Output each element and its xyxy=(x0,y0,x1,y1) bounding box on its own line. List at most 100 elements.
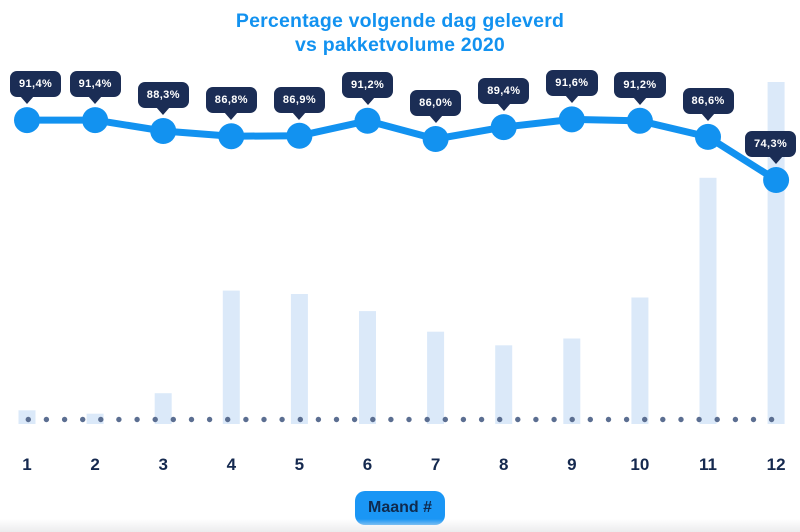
baseline-dot xyxy=(442,416,448,423)
data-label-badge-month-4: 86,8% xyxy=(205,87,257,121)
bottom-fade-strip xyxy=(0,519,800,532)
delivery-percentage-line xyxy=(23,115,780,184)
data-point-marker-month-10 xyxy=(626,107,653,134)
volume-bar-month-4 xyxy=(222,290,240,424)
x-axis-label-month-1: 1 xyxy=(22,455,32,474)
baseline-dot xyxy=(225,416,231,423)
baseline-dot xyxy=(551,416,557,423)
baseline-dot xyxy=(25,416,31,423)
baseline-dot xyxy=(569,416,575,423)
data-point-marker-month-11 xyxy=(695,123,721,150)
volume-bar-month-3 xyxy=(154,393,172,424)
chart-title-line2: vs pakketvolume 2020 xyxy=(295,34,505,56)
dotted-baseline xyxy=(25,416,775,423)
volume-bar-month-8 xyxy=(495,345,513,424)
volume-bar-month-5 xyxy=(290,294,308,424)
data-label-badge-month-6: 91,2% xyxy=(342,71,394,105)
baseline-dot xyxy=(696,416,702,423)
baseline-dot xyxy=(587,416,593,423)
baseline-dot xyxy=(170,416,176,423)
volume-bar-month-7 xyxy=(427,331,445,424)
baseline-dot xyxy=(497,416,503,423)
baseline-dot xyxy=(333,416,340,423)
baseline-dot xyxy=(623,416,630,423)
baseline-dot xyxy=(714,416,720,423)
baseline-dot xyxy=(678,416,684,423)
data-point-marker-month-1 xyxy=(14,107,40,134)
volume-bar-month-9 xyxy=(563,338,581,424)
badge-pointer xyxy=(224,112,239,121)
baseline-dot xyxy=(261,416,267,423)
volume-bar-month-6 xyxy=(359,311,376,424)
data-point-marker-month-2 xyxy=(82,107,109,134)
data-point-marker-month-8 xyxy=(490,114,517,141)
baseline-dot xyxy=(370,416,376,423)
badge-pointer xyxy=(769,155,784,164)
x-axis-label-month-9: 9 xyxy=(567,455,577,474)
baseline-dot xyxy=(152,416,158,423)
baseline-dot xyxy=(732,416,739,423)
baseline-dot xyxy=(660,416,666,423)
baseline-dot xyxy=(116,416,122,423)
x-axis-label-month-10: 10 xyxy=(630,455,650,474)
badge-pointer xyxy=(632,96,647,105)
volume-bar-month-2 xyxy=(86,413,104,424)
volume-bar-month-12 xyxy=(767,82,785,424)
data-label-badge-month-5: 86,9% xyxy=(273,86,326,120)
data-point-marker-month-4 xyxy=(218,123,245,150)
baseline-dot xyxy=(750,416,757,423)
x-axis-label-month-12: 12 xyxy=(766,455,786,474)
data-point-marker-month-5 xyxy=(286,122,313,149)
baseline-dot xyxy=(188,416,195,423)
baseline-dot xyxy=(134,416,140,423)
baseline-dot xyxy=(80,416,86,423)
badge-pointer xyxy=(360,96,375,105)
baseline-dot xyxy=(43,416,50,423)
baseline-dot xyxy=(533,416,539,423)
x-axis-label-month-2: 2 xyxy=(90,455,100,474)
baseline-dot xyxy=(424,416,430,423)
badge-pointer xyxy=(428,115,443,123)
data-label-badge-month-11: 86,6% xyxy=(682,87,734,121)
baseline-dot xyxy=(351,416,358,423)
baseline-dot xyxy=(61,416,68,423)
data-label-badge-month-9: 91,6% xyxy=(546,70,598,104)
baseline-dot xyxy=(98,416,104,423)
badge-pointer xyxy=(496,103,511,112)
x-axis-label-month-8: 8 xyxy=(498,455,509,474)
baseline-dot xyxy=(243,416,249,423)
baseline-dot xyxy=(388,416,394,423)
badge-pointer xyxy=(564,95,579,104)
baseline-dot xyxy=(315,416,322,423)
baseline-dot xyxy=(605,416,612,423)
baseline-dot xyxy=(478,416,485,423)
baseline-dot xyxy=(515,416,521,423)
x-axis-label-month-4: 4 xyxy=(226,455,237,474)
data-point-marker-month-9 xyxy=(558,106,585,133)
baseline-dot xyxy=(279,416,285,423)
chart-title: Percentage volgende dag geleverd vs pakk… xyxy=(0,9,800,57)
badge-pointer xyxy=(20,96,34,105)
x-axis-label-month-11: 11 xyxy=(699,455,717,474)
line-point-markers xyxy=(14,106,790,193)
data-point-marker-month-3 xyxy=(150,118,177,144)
badge-pointer xyxy=(701,112,715,121)
volume-bars xyxy=(18,82,785,424)
data-point-marker-month-12 xyxy=(763,167,790,193)
x-axis-label-month-7: 7 xyxy=(430,455,441,474)
baseline-dot xyxy=(297,416,303,423)
volume-bar-month-11 xyxy=(699,177,717,424)
badge-pointer xyxy=(88,96,103,105)
x-axis-label-month-5: 5 xyxy=(294,455,305,474)
volume-bar-month-10 xyxy=(631,297,649,424)
chart-title-line1: Percentage volgende dag geleverd xyxy=(235,10,565,32)
data-label-badge-month-10: 91,2% xyxy=(614,71,666,105)
data-label-badge-month-12: 74,3% xyxy=(745,130,797,164)
badge-pointer xyxy=(156,106,171,115)
x-axis-label-month-6: 6 xyxy=(362,455,373,474)
baseline-dot xyxy=(206,416,213,423)
baseline-dot xyxy=(460,416,467,423)
data-label-badge-month-2: 91,4% xyxy=(69,71,121,105)
